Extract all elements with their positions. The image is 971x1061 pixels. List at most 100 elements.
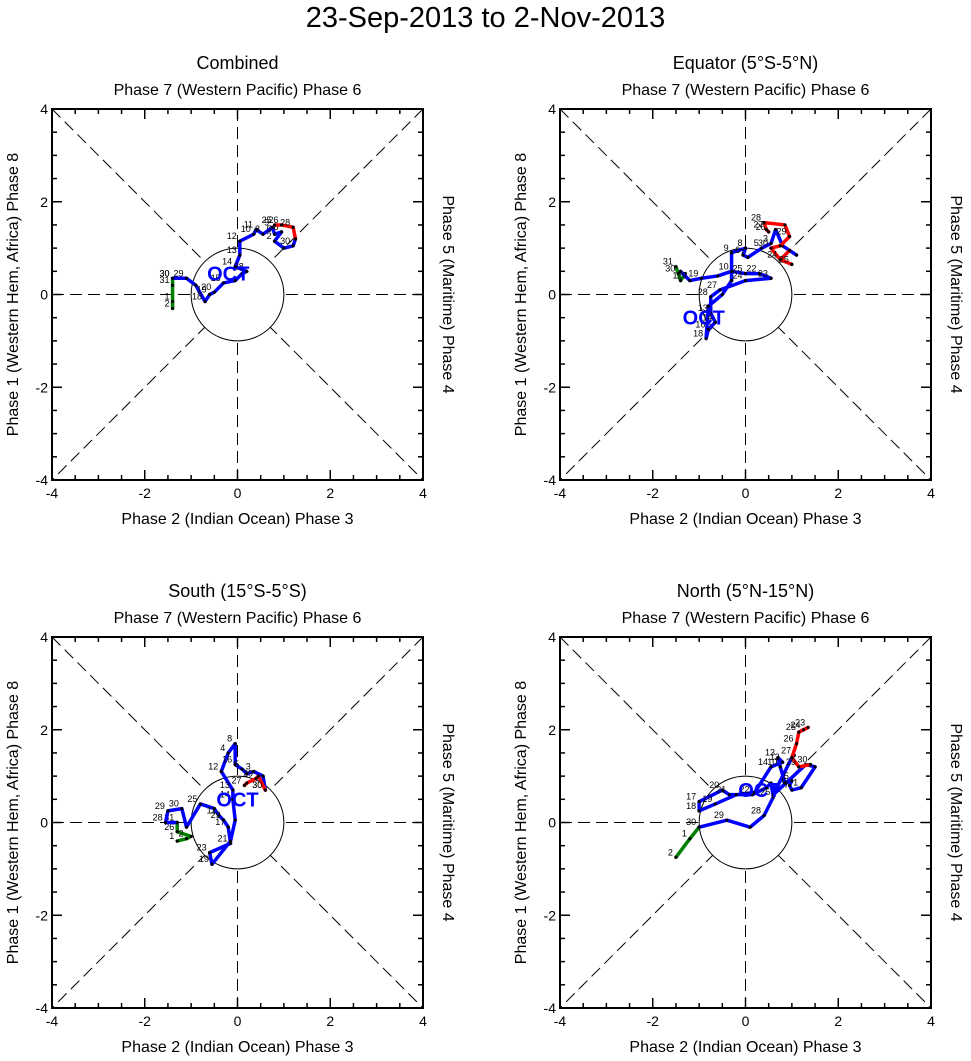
day-marker <box>734 793 738 797</box>
day-label: 2 <box>267 231 272 241</box>
x-tick-label: 0 <box>234 485 242 501</box>
day-marker <box>226 825 230 829</box>
day-marker <box>764 786 768 790</box>
phase-panel-2: Equator (5°S-5°N) Phase 7 (Western Pacifi… <box>513 53 964 528</box>
day-label: 5 <box>267 224 272 234</box>
day-label: 22 <box>739 785 749 795</box>
day-marker <box>808 762 813 767</box>
day-marker <box>729 269 734 273</box>
y-tick-label: -4 <box>36 1000 49 1016</box>
day-marker <box>801 728 806 732</box>
day-marker <box>184 276 189 280</box>
day-marker <box>282 246 286 250</box>
day-marker <box>245 772 249 776</box>
day-label: 13 <box>220 780 230 790</box>
y-tick-label: 2 <box>548 722 556 738</box>
day-marker <box>238 239 242 243</box>
day-label: 19 <box>702 794 712 804</box>
day-label: 29 <box>211 810 221 820</box>
day-label: 2 <box>178 829 183 839</box>
day-marker <box>184 837 189 841</box>
day-marker <box>189 834 193 839</box>
day-label: 31 <box>663 257 673 267</box>
day-label: 12 <box>770 752 780 762</box>
day-label: 7 <box>740 247 745 257</box>
month-label: OCT <box>207 264 249 286</box>
day-label: 2 <box>668 847 673 857</box>
day-label: 6 <box>735 245 740 255</box>
y-tick-label: 0 <box>548 287 556 303</box>
day-label: 28 <box>698 287 708 297</box>
day-label: 28 <box>153 813 163 823</box>
day-marker <box>743 278 748 283</box>
day-marker <box>790 755 794 760</box>
day-label: 25 <box>786 722 796 732</box>
day-marker <box>194 283 198 287</box>
day-label: 30 <box>665 264 675 274</box>
day-label: 23 <box>795 717 805 727</box>
day-marker <box>279 223 284 227</box>
day-label: 26 <box>164 822 174 832</box>
day-label: 25 <box>732 264 742 274</box>
y-tick-label: 4 <box>548 629 556 645</box>
figure-title: 23-Sep-2013 to 2-Nov-2013 <box>305 2 666 34</box>
day-marker <box>797 730 801 734</box>
day-label: 27 <box>781 745 791 755</box>
day-marker <box>273 232 277 236</box>
x-tick-label: 4 <box>419 1013 427 1029</box>
day-marker <box>697 809 701 813</box>
day-marker <box>212 290 216 294</box>
y-tick-label: 2 <box>40 722 48 738</box>
phase-panel-1: Combined Phase 7 (Western Pacific) Phase … <box>5 53 456 528</box>
x-tick-label: 4 <box>927 1013 935 1029</box>
x-tick-label: 2 <box>834 1013 842 1029</box>
day-label: 25 <box>187 794 197 804</box>
x-tick-label: -4 <box>46 485 59 501</box>
right-axis-label: Phase 5 (Maritime) Phase 4 <box>947 195 964 393</box>
top-axis-label: Phase 7 (Western Pacific) Phase 6 <box>622 610 870 627</box>
day-label: 12 <box>227 231 237 241</box>
day-label: 24 <box>732 271 742 281</box>
day-marker <box>748 825 752 829</box>
day-marker <box>252 769 256 774</box>
day-label: 7 <box>784 780 789 790</box>
y-tick-label: -2 <box>544 379 557 395</box>
day-label: 30 <box>160 268 170 278</box>
y-tick-label: 2 <box>548 194 556 210</box>
day-label: 23 <box>197 843 207 853</box>
day-label: 25 <box>262 215 272 225</box>
day-label: 27 <box>707 280 717 290</box>
day-label: 19 <box>197 285 207 295</box>
day-marker <box>713 320 717 324</box>
day-marker <box>180 806 184 811</box>
day-label: 1 <box>682 829 687 839</box>
x-tick-label: -2 <box>139 1013 152 1029</box>
day-label: 29 <box>243 768 253 778</box>
y-tick-label: -2 <box>544 907 557 923</box>
day-marker <box>219 769 223 774</box>
x-tick-label: -4 <box>46 1013 59 1029</box>
day-marker <box>729 251 734 255</box>
day-marker <box>697 825 701 829</box>
day-label: 15 <box>211 273 221 283</box>
day-label: 14 <box>702 312 712 322</box>
day-marker <box>233 742 237 746</box>
day-label: 26 <box>783 734 793 744</box>
day-label: 22 <box>746 264 756 274</box>
day-marker <box>688 278 692 283</box>
day-label: 1 <box>793 778 798 788</box>
panel-title: Combined <box>196 53 278 73</box>
day-label: 30 <box>280 236 290 246</box>
day-marker <box>242 783 247 788</box>
day-marker <box>228 839 233 843</box>
day-marker <box>753 790 757 794</box>
day-marker <box>233 762 237 767</box>
day-label: 28 <box>234 261 244 271</box>
day-label: 9 <box>264 217 269 227</box>
day-marker <box>170 299 175 304</box>
x-tick-label: -4 <box>554 485 567 501</box>
x-tick-label: 0 <box>742 1013 750 1029</box>
day-label: 18 <box>693 329 703 339</box>
day-marker <box>778 244 782 248</box>
day-marker <box>166 809 170 813</box>
